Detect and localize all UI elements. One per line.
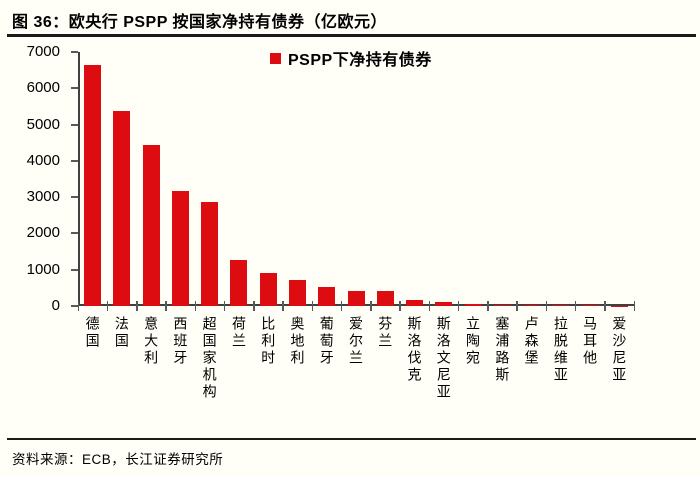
bar-4	[171, 190, 189, 306]
x-axis-category-label: 法国	[113, 316, 130, 350]
x-axis-category-label: 塞浦路斯	[494, 316, 511, 384]
x-axis-category-label: 比利时	[260, 316, 277, 367]
y-axis-tick-mark	[71, 268, 78, 271]
y-axis-tick-label: 1000	[26, 260, 60, 278]
y-axis-tick-label: 4000	[26, 151, 60, 169]
x-axis-tick-mark	[370, 301, 372, 311]
x-axis-tick-mark	[340, 301, 343, 311]
bar-7	[259, 272, 277, 306]
bar-11	[376, 291, 394, 306]
plot-area	[78, 52, 634, 306]
x-axis-category-label: 马耳他	[582, 316, 599, 367]
chart-legend: PSPP下净持有债券	[270, 46, 432, 70]
x-axis-tick-mark	[516, 301, 518, 311]
red-square-icon	[270, 52, 281, 64]
bar-10	[347, 290, 365, 306]
x-axis-category-label: 葡萄牙	[318, 316, 335, 367]
figure-title: 图 36：欧央行 PSPP 按国家净持有债券（亿欧元）	[12, 14, 388, 31]
x-axis-category-label: 超国家机构	[201, 316, 218, 401]
x-axis-category-label: 斯洛伐克	[406, 316, 423, 384]
y-axis-tick-mark	[71, 87, 78, 90]
x-axis-tick-mark	[604, 301, 606, 311]
y-axis-tick-mark	[71, 232, 78, 235]
footer-divider	[7, 438, 696, 440]
x-axis-tick-mark	[428, 301, 431, 311]
bar-12	[406, 300, 424, 306]
bar-17	[552, 304, 570, 306]
x-axis-tick-mark	[194, 301, 197, 311]
bar-15	[493, 304, 511, 306]
x-axis-category-label: 拉脱维亚	[552, 316, 569, 384]
x-axis-tick-mark	[282, 301, 284, 311]
bar-16	[523, 304, 541, 306]
x-axis-category-label: 西班牙	[172, 316, 189, 367]
bar-1	[84, 65, 102, 306]
title-divider	[7, 34, 696, 37]
y-axis-tick-mark	[71, 123, 78, 126]
bar-14	[464, 304, 482, 306]
bar-13	[435, 302, 453, 306]
y-axis-tick-mark	[71, 159, 78, 162]
x-axis-category-label: 斯洛文尼亚	[435, 316, 452, 401]
y-axis-tick-mark	[71, 196, 78, 199]
x-axis-category-label: 卢森堡	[523, 316, 540, 367]
bar-5	[201, 201, 219, 306]
y-axis-tick-label: 0	[51, 297, 60, 314]
y-axis-tick-mark	[71, 51, 78, 53]
x-axis-tick-mark	[77, 301, 79, 311]
y-axis-tick-label: 3000	[26, 188, 60, 206]
x-axis-tick-mark	[545, 301, 548, 311]
x-axis-tick-mark	[311, 301, 314, 311]
y-axis-tick-label: 2000	[26, 224, 60, 242]
x-axis-category-label: 芬兰	[377, 316, 394, 350]
x-axis-tick-mark	[457, 301, 460, 311]
bar-8	[288, 279, 306, 306]
x-axis-tick-mark	[399, 301, 401, 311]
bar-9	[318, 287, 336, 306]
bar-18	[581, 305, 599, 306]
x-axis-category-label: 爱尔兰	[348, 316, 364, 367]
y-axis-tick-label: 6000	[26, 79, 60, 97]
x-axis-tick-mark	[223, 301, 226, 311]
y-axis-tick-label: 7000	[26, 43, 60, 60]
bar-chart: PSPP下净持有债券 0 1000 2000 3000 4000 5000 6000 7000…	[0, 38, 700, 436]
x-axis-tick-mark	[136, 301, 138, 311]
x-axis-category-label: 奥地利	[289, 316, 306, 367]
y-axis-tick-mark	[71, 305, 78, 307]
x-axis-category-label: 立陶宛	[465, 316, 482, 367]
bar-6	[230, 259, 248, 306]
y-axis-tick-label: 5000	[26, 115, 60, 133]
x-axis-tick-mark	[574, 301, 577, 311]
x-axis-tick-mark	[165, 301, 167, 311]
x-axis-category-label: 荷兰	[230, 316, 247, 350]
source-note: 资料来源：ECB，长江证券研究所	[12, 452, 224, 467]
x-axis-tick-mark	[253, 301, 255, 311]
bar-3	[142, 144, 160, 306]
x-axis-category-label: 意大利	[143, 316, 160, 367]
legend-label: PSPP下净持有债券	[288, 52, 432, 69]
bar-2	[113, 110, 131, 306]
x-axis-category-label: 德国	[84, 316, 101, 350]
x-axis-tick-mark	[487, 301, 489, 311]
x-axis-tick-mark	[633, 301, 635, 311]
x-axis-category-label: 爱沙尼亚	[611, 316, 628, 384]
x-axis-tick-mark	[106, 301, 109, 311]
